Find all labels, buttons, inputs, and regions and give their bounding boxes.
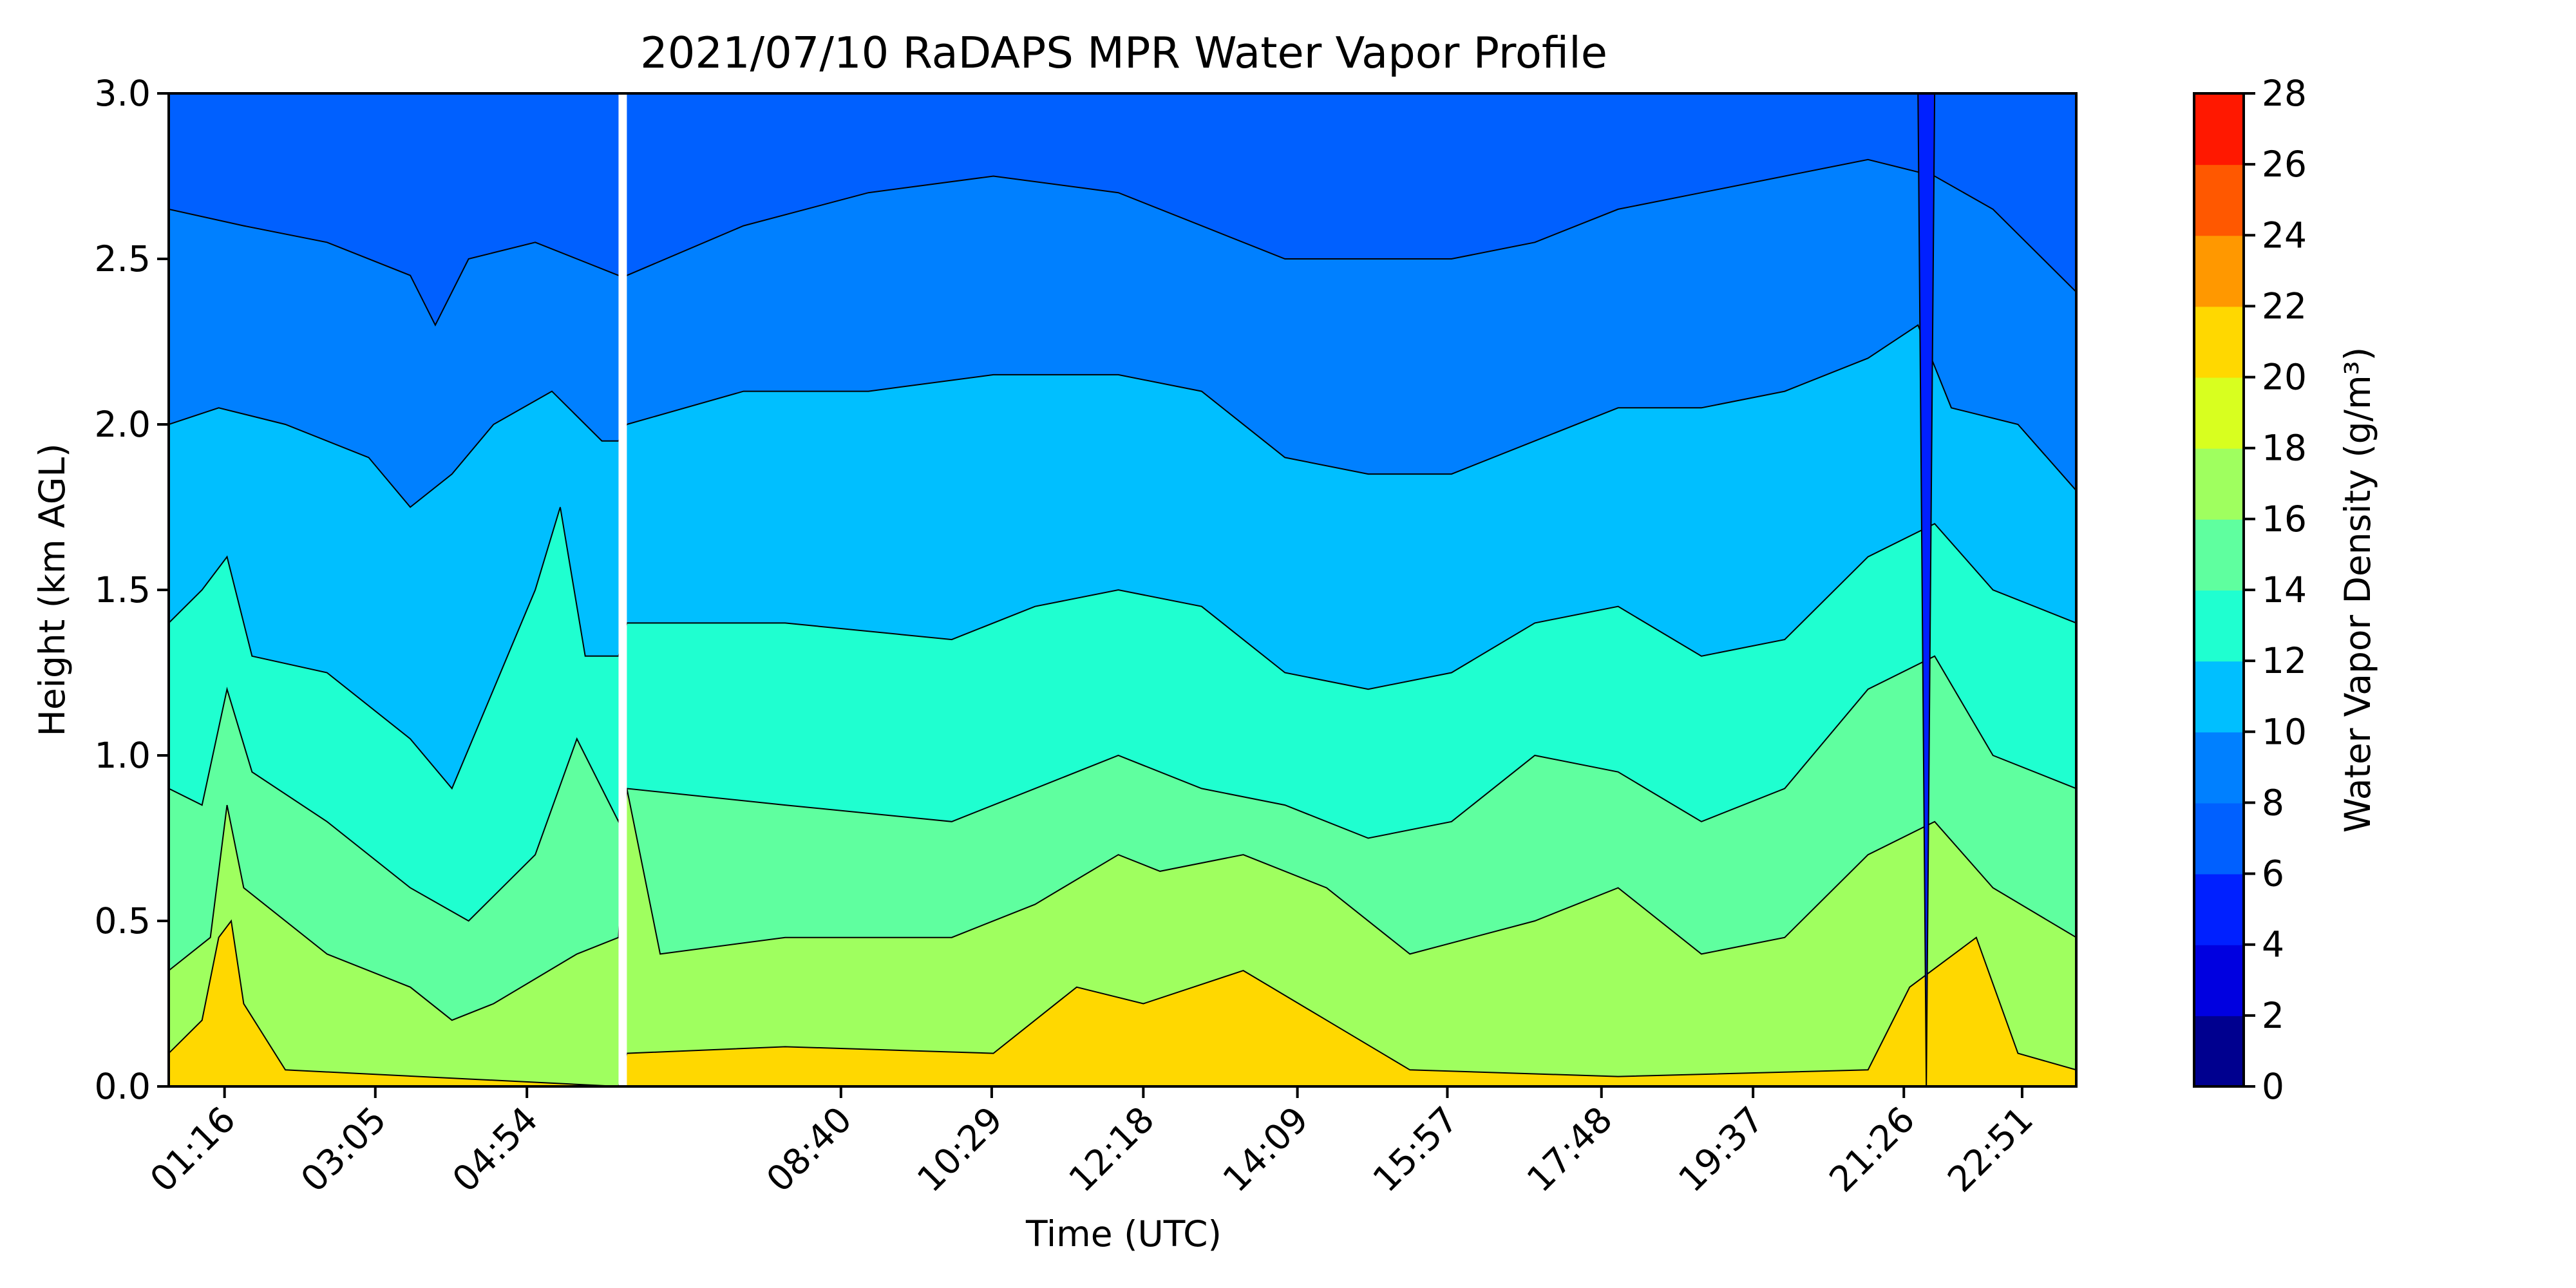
colorbar-swatch: [2194, 518, 2244, 591]
contour-line-14: [169, 655, 2076, 922]
contour-line-8: [169, 158, 2076, 327]
colorbar-tick-label: 26: [2262, 144, 2307, 185]
x-axis: 01:16 03:05 04:54 08:40 10:29 12:18 14:09 15:57…: [142, 1086, 2041, 1200]
x-axis-label: Time (UTC): [1025, 1213, 1222, 1255]
x-tick-label: 15:57: [1365, 1099, 1466, 1200]
colorbar-swatch: [2194, 590, 2244, 662]
colorbar-swatch: [2194, 944, 2244, 1016]
contour-line-10: [169, 324, 2076, 508]
y-axis-label: Height (km AGL): [32, 443, 73, 736]
y-tick-label: 3.0: [95, 73, 151, 114]
colorbar-tick-label: 2: [2262, 995, 2284, 1036]
y-tick-label: 0.5: [95, 900, 151, 942]
x-tick-label: 12:18: [1061, 1099, 1162, 1200]
x-tick-label: 21:26: [1821, 1099, 1922, 1200]
colorbar-tick-label: 18: [2262, 428, 2307, 469]
x-tick-label: 14:09: [1215, 1099, 1316, 1200]
colorbar-swatch: [2194, 873, 2244, 945]
x-tick-label: 08:40: [759, 1099, 860, 1200]
chart-title: 2021/07/10 RaDAPS MPR Water Vapor Profil…: [640, 28, 1607, 78]
x-tick-label: 04:54: [444, 1099, 545, 1200]
colorbar-tick-label: 28: [2262, 73, 2307, 114]
y-tick-label: 2.0: [95, 404, 151, 445]
colorbar-tick-label: 6: [2262, 853, 2284, 895]
colorbar-swatch: [2194, 1015, 2244, 1087]
contour-line-18: [169, 919, 2076, 1086]
x-tick-label: 01:16: [142, 1099, 243, 1200]
x-tick-label: 19:37: [1671, 1099, 1772, 1200]
y-tick-label: 1.5: [95, 569, 151, 611]
colorbar-swatch: [2194, 235, 2244, 307]
colorbar-tick-label: 16: [2262, 498, 2307, 540]
colorbar-tick-label: 20: [2262, 357, 2307, 398]
contour-line-16: [169, 788, 2076, 1021]
colorbar-swatch: [2194, 306, 2244, 378]
colorbar-tick-label: 0: [2262, 1066, 2284, 1107]
colorbar-tick-label: 10: [2262, 711, 2307, 752]
y-tick-label: 0.0: [95, 1066, 151, 1107]
colorbar-swatch: [2194, 661, 2244, 733]
data-gap: [618, 93, 627, 1086]
colorbar-swatch: [2194, 377, 2244, 449]
contour-fill-area: [169, 93, 2076, 1086]
colorbar-swatch: [2194, 802, 2244, 875]
colorbar-swatch: [2194, 732, 2244, 804]
colorbar-tick-label: 24: [2262, 214, 2307, 256]
contour-line-12: [169, 507, 2076, 790]
x-tick-label: 22:51: [1940, 1099, 2041, 1200]
colorbar-tick-label: 14: [2262, 569, 2307, 611]
colorbar-label: Water Vapor Density (g/m³): [2337, 347, 2378, 833]
colorbar-swatch: [2194, 448, 2244, 520]
colorbar-swatch: [2194, 164, 2244, 236]
colorbar-tick-label: 22: [2262, 285, 2307, 327]
y-tick-label: 2.5: [95, 238, 151, 279]
x-tick-label: 17:48: [1519, 1099, 1620, 1200]
x-tick-label: 10:29: [909, 1099, 1010, 1200]
colorbar-tick-label: 4: [2262, 924, 2284, 965]
x-tick-label: 03:05: [293, 1099, 394, 1200]
colorbar-tick-label: 12: [2262, 640, 2307, 681]
y-axis: 0.0 0.5 1.0 1.5 2.0 2.5 3.0: [95, 73, 169, 1107]
colorbar-tick-label: 8: [2262, 782, 2284, 823]
colorbar-swatch: [2194, 93, 2244, 166]
y-tick-label: 1.0: [95, 735, 151, 776]
